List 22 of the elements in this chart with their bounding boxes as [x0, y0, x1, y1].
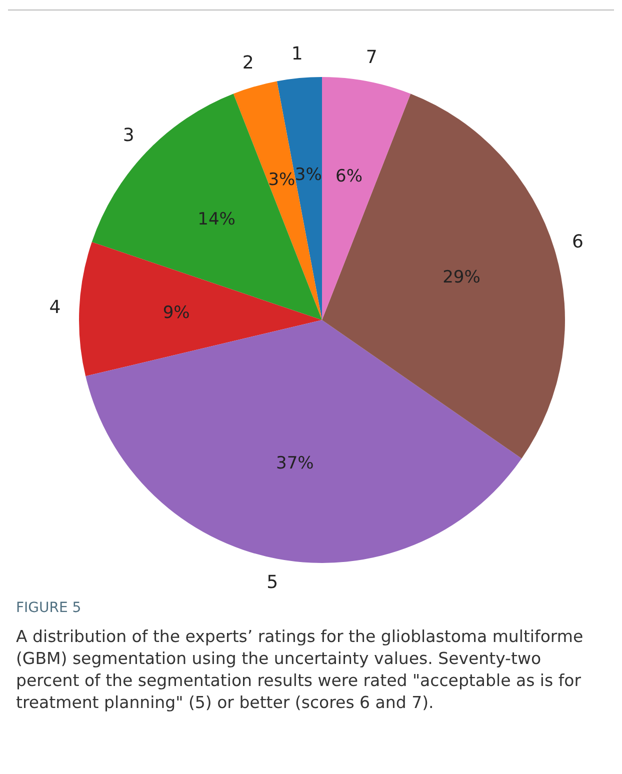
- pie-slice: [86, 320, 522, 563]
- data-label: 14%: [198, 209, 236, 230]
- slice-label: 2: [242, 52, 254, 74]
- slice-label: 1: [291, 43, 303, 64]
- text: FIGURE 5: [16, 600, 82, 616]
- data-label: 6%: [336, 166, 363, 187]
- slice-label: 6: [572, 232, 584, 253]
- pie-slice: [92, 94, 322, 320]
- pie-slice: [233, 81, 322, 320]
- slice-label: 3: [122, 124, 134, 146]
- pie-slice: [322, 94, 565, 459]
- slice-label: 7: [366, 46, 378, 68]
- data-label: 3%: [294, 164, 322, 185]
- text: A distribution of the experts’ ratings for the glioblastoma multiforme (GBM) segmentation using the uncertainty values. Seventy-two percent of the segmentation results were rated "acceptable as is for treatment planning" (5) or better (scores 6 and 7).: [16, 626, 584, 714]
- data-label: 9%: [162, 303, 190, 324]
- data-label: 37%: [276, 453, 314, 474]
- pie-slice: [79, 242, 322, 376]
- pie-slice: [322, 77, 411, 320]
- data-label: 29%: [442, 268, 480, 288]
- data-label: 3%: [268, 170, 296, 190]
- slice-label: 5: [266, 572, 278, 594]
- slice-label: 4: [49, 297, 61, 318]
